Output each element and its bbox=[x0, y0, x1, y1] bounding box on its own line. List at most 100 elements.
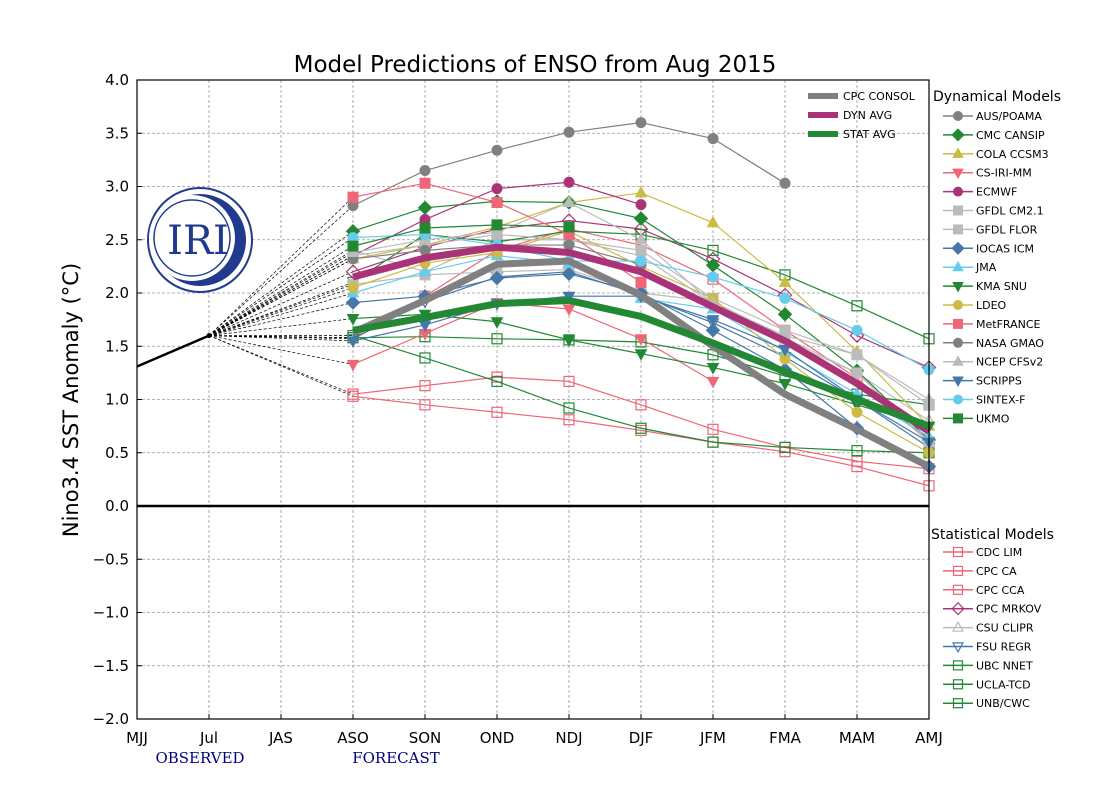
data-point bbox=[490, 225, 504, 237]
legend-marker bbox=[953, 300, 963, 310]
y-tick-label: 1.5 bbox=[105, 337, 129, 355]
y-tick-label: 0.5 bbox=[105, 444, 129, 462]
legend-label: LDEO bbox=[976, 299, 1007, 312]
series-layer bbox=[136, 117, 937, 492]
legend-marker bbox=[953, 394, 963, 405]
legend-label: FSU REGR bbox=[976, 641, 1032, 654]
observed-connector bbox=[208, 292, 354, 336]
data-point bbox=[417, 200, 433, 216]
dynamical-series bbox=[347, 219, 575, 252]
legend-label: AUS/POAMA bbox=[976, 110, 1042, 123]
legend-marker bbox=[952, 147, 964, 158]
data-point bbox=[345, 264, 361, 280]
legend-marker bbox=[952, 698, 964, 709]
y-tick-label: 2.0 bbox=[105, 284, 129, 302]
legend-label: CPC CA bbox=[976, 565, 1017, 578]
data-point bbox=[489, 270, 505, 286]
data-point bbox=[491, 183, 503, 195]
data-point bbox=[419, 177, 431, 189]
data-point bbox=[635, 255, 647, 267]
legend-label: UKMO bbox=[976, 412, 1010, 425]
y-tick-label: −0.5 bbox=[93, 550, 129, 568]
legend-label: MetFRANCE bbox=[976, 318, 1041, 331]
legend-label: STAT AVG bbox=[843, 128, 896, 141]
data-point bbox=[347, 191, 359, 203]
data-point bbox=[707, 436, 719, 448]
data-point bbox=[635, 276, 647, 288]
x-tick-label: OND bbox=[480, 729, 515, 747]
data-point bbox=[491, 333, 503, 345]
data-point bbox=[778, 379, 792, 391]
series-line bbox=[352, 376, 930, 470]
data-point bbox=[419, 399, 431, 411]
legend-marker bbox=[952, 660, 964, 671]
observed-connector bbox=[208, 287, 354, 336]
average-series bbox=[352, 296, 931, 430]
data-point bbox=[779, 177, 791, 189]
legend-label: SINTEX-F bbox=[976, 394, 1025, 407]
data-point bbox=[851, 367, 863, 379]
gridlines bbox=[137, 80, 929, 719]
data-point bbox=[851, 445, 863, 457]
legend-label: UBC NNET bbox=[976, 659, 1033, 672]
legend-marker bbox=[953, 111, 963, 121]
data-point bbox=[563, 375, 575, 387]
observed-connector bbox=[208, 205, 354, 336]
data-point bbox=[707, 271, 719, 283]
legend-label: GFDL FLOR bbox=[976, 223, 1038, 236]
y-tick-label: 4.0 bbox=[105, 71, 129, 89]
data-point bbox=[491, 144, 503, 156]
series-line bbox=[351, 257, 931, 470]
legend-marker bbox=[952, 282, 964, 293]
data-point bbox=[346, 336, 360, 348]
legend-marker bbox=[953, 186, 963, 197]
legend-marker bbox=[952, 565, 964, 577]
data-point bbox=[561, 266, 577, 282]
x-tick-label: JFM bbox=[699, 729, 726, 747]
legend-label: CMC CANSIP bbox=[976, 129, 1045, 142]
data-point bbox=[851, 406, 863, 418]
data-point bbox=[562, 335, 576, 347]
y-tick-label: −1.5 bbox=[93, 657, 129, 675]
data-point bbox=[491, 375, 503, 387]
legend-marker bbox=[952, 546, 964, 558]
data-point bbox=[634, 349, 648, 361]
data-point bbox=[779, 292, 791, 304]
legend-marker bbox=[952, 584, 964, 595]
y-tick-label: 1.0 bbox=[105, 391, 129, 409]
x-tick-label: SON bbox=[409, 729, 442, 747]
data-point bbox=[346, 314, 360, 326]
legend-marker bbox=[953, 205, 963, 216]
series-line bbox=[352, 224, 570, 247]
legend-label: CSU CLIPR bbox=[976, 622, 1034, 635]
legend-label: CPC CONSOL bbox=[843, 90, 916, 103]
data-point bbox=[779, 441, 791, 454]
observed-connector bbox=[208, 335, 354, 342]
legend-marker bbox=[952, 620, 964, 632]
data-point bbox=[706, 315, 720, 327]
observed-connector bbox=[208, 335, 354, 339]
series-line bbox=[352, 335, 930, 454]
data-point bbox=[563, 176, 575, 188]
x-tick-label: JAS bbox=[268, 729, 293, 747]
iri-logo: IRI bbox=[147, 187, 253, 293]
legend-marker bbox=[952, 376, 964, 388]
data-point bbox=[778, 275, 792, 287]
x-tick-label: ASO bbox=[337, 729, 369, 747]
legend-marker bbox=[952, 642, 964, 654]
x-tick-label: FMA bbox=[769, 729, 802, 747]
data-point bbox=[563, 239, 575, 251]
y-tick-label: 2.5 bbox=[105, 231, 129, 249]
data-point bbox=[707, 423, 719, 435]
average-series bbox=[352, 243, 931, 435]
legend-label: UNB/CWC bbox=[976, 697, 1030, 710]
forecast-label: FORECAST bbox=[352, 749, 440, 767]
data-point bbox=[634, 334, 648, 346]
data-point bbox=[491, 219, 503, 231]
logo-text: IRI bbox=[167, 218, 229, 264]
legend-label: ECMWF bbox=[976, 186, 1017, 199]
data-point bbox=[706, 376, 720, 389]
legend-marker bbox=[951, 128, 965, 142]
data-point bbox=[635, 244, 647, 256]
